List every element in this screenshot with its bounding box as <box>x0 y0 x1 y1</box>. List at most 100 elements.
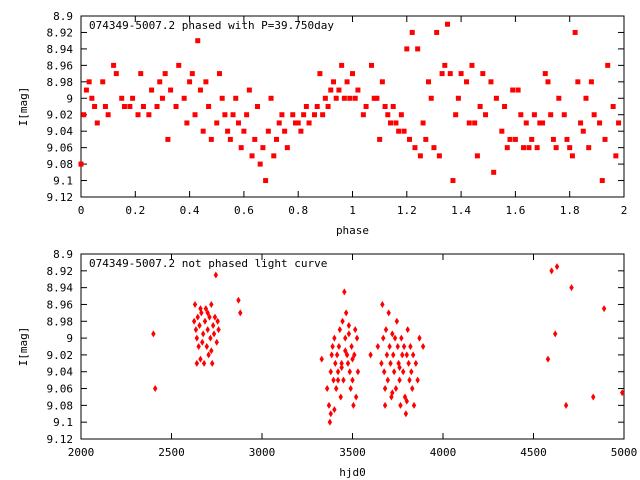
data-point <box>391 351 396 359</box>
data-point <box>499 128 505 134</box>
data-point <box>343 347 348 355</box>
data-point <box>342 288 347 296</box>
data-point <box>209 347 214 355</box>
data-point <box>206 351 211 359</box>
data-point <box>382 401 388 409</box>
data-point <box>348 385 353 393</box>
data-point <box>198 305 203 313</box>
data-point <box>219 95 225 101</box>
y-tick-label: 9 <box>66 92 73 105</box>
data-point <box>198 355 203 363</box>
data-point <box>387 343 392 350</box>
data-point <box>209 300 214 308</box>
data-point <box>149 87 155 93</box>
data-point <box>355 368 361 376</box>
data-point <box>193 326 199 334</box>
data-point <box>207 313 212 321</box>
data-point <box>610 104 616 109</box>
x-tick-label: 0.2 <box>125 204 145 217</box>
data-point <box>78 161 84 167</box>
data-point <box>591 393 596 401</box>
chart-title: 074349-5007.2 not phased light curve <box>89 257 327 270</box>
data-point <box>379 79 385 85</box>
data-point <box>290 112 296 118</box>
data-point <box>369 62 375 68</box>
y-tick-label: 9.04 <box>47 125 74 138</box>
y-tick-label: 8.92 <box>47 26 74 39</box>
data-point <box>181 95 187 101</box>
data-point <box>203 79 209 85</box>
data-point <box>216 326 221 334</box>
data-point <box>423 136 429 142</box>
data-point <box>408 343 413 350</box>
y-tick-label: 9.1 <box>53 175 73 188</box>
data-point <box>192 300 198 308</box>
data-point <box>472 120 478 126</box>
data-point <box>252 136 258 142</box>
data-point <box>330 343 335 350</box>
data-point <box>284 145 290 151</box>
data-point <box>326 401 332 409</box>
x-tick-label: 0.8 <box>288 204 308 217</box>
data-point <box>246 87 252 93</box>
data-point <box>324 385 330 393</box>
y-tick-label: 8.9 <box>53 248 73 261</box>
y-tick-label: 9.08 <box>47 158 74 171</box>
y-tick-label: 9.12 <box>47 191 74 204</box>
data-point <box>436 153 442 159</box>
data-point <box>556 95 562 101</box>
data-point <box>317 71 323 77</box>
data-point <box>368 351 373 359</box>
data-point <box>338 393 343 401</box>
data-point <box>591 112 597 118</box>
data-point <box>458 71 464 77</box>
data-point <box>350 71 355 77</box>
data-point <box>602 136 608 142</box>
data-point <box>563 401 569 409</box>
data-point <box>561 112 567 118</box>
x-tick-label: 2500 <box>158 446 185 459</box>
data-point <box>397 376 402 384</box>
data-point <box>409 368 414 376</box>
data-point <box>344 79 350 85</box>
data-point <box>353 393 359 401</box>
x-tick-label: 0.6 <box>234 204 254 217</box>
data-point <box>398 112 404 118</box>
data-point <box>537 120 543 126</box>
y-tick-label: 9.06 <box>47 383 74 396</box>
data-point <box>477 104 483 109</box>
data-point <box>352 95 358 101</box>
data-point <box>343 334 348 342</box>
data-point <box>353 326 358 334</box>
data-point <box>244 112 250 118</box>
data-point <box>295 120 301 126</box>
data-point <box>341 95 347 101</box>
chart-panel-1: 0 0.2 0.4 0.6 0.8 1 1.2 1.4 1.6 1.8 2 8.9 8.92 8.94 8.… <box>17 10 627 237</box>
x-tick-label: 0.4 <box>180 204 200 217</box>
data-point <box>194 359 200 367</box>
data-point <box>334 385 339 393</box>
data-point <box>550 136 556 142</box>
data-point <box>197 321 202 329</box>
y-tick-label: 9.08 <box>47 399 74 412</box>
data-point <box>222 112 228 118</box>
y-tick-label: 9.06 <box>47 142 74 155</box>
data-point <box>92 104 98 109</box>
data-point <box>445 21 451 27</box>
y-tick-label: 8.94 <box>47 43 74 56</box>
data-point <box>613 153 619 159</box>
data-point <box>400 351 405 359</box>
data-point <box>265 128 271 134</box>
data-point <box>417 153 423 159</box>
data-point <box>469 62 475 68</box>
data-point <box>405 326 410 334</box>
data-point <box>200 338 205 346</box>
data-point <box>345 359 351 367</box>
y-tick-label: 9.12 <box>47 433 74 446</box>
data-point <box>553 330 558 338</box>
data-point <box>384 351 390 359</box>
y-tick-label: 8.98 <box>47 315 74 328</box>
data-point <box>138 71 144 77</box>
data-point <box>89 95 95 101</box>
